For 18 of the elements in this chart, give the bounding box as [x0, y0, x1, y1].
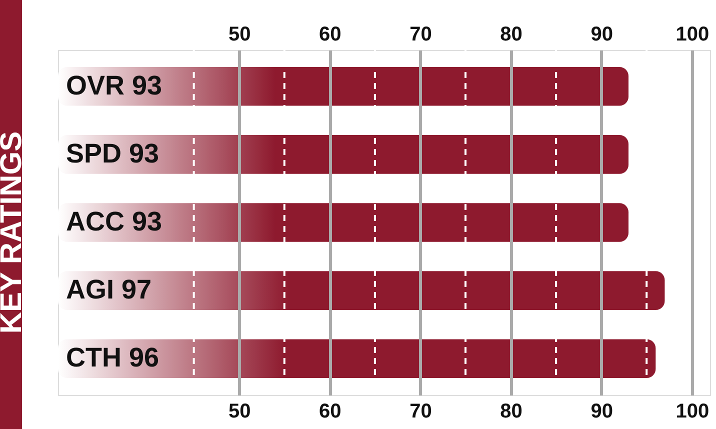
y-tick-label: ACC 93	[66, 206, 162, 236]
y-tick-label: OVR 93	[66, 70, 162, 100]
x-tick-label: 80	[500, 24, 522, 46]
x2-tick-label: 90	[590, 400, 613, 422]
x2-tick-label: 80	[500, 400, 522, 422]
x-tick-label: 70	[410, 24, 432, 46]
x-tick-label: 90	[590, 24, 613, 46]
x2-tick-label: 50	[228, 400, 251, 422]
y-tick-label: AGI 97	[66, 274, 152, 305]
x-tick-label: 60	[319, 24, 342, 46]
x2-tick-label: 60	[319, 400, 342, 422]
y-tick-label: SPD 93	[66, 138, 160, 168]
x-tick-label: 50	[228, 24, 251, 46]
x2-tick-label: 70	[410, 400, 432, 422]
y-tick-label: CTH 96	[66, 342, 160, 373]
text: KEY RATINGS	[0, 131, 28, 334]
x-tick-label: 100	[676, 24, 710, 46]
x2-tick-label: 100	[676, 400, 710, 422]
